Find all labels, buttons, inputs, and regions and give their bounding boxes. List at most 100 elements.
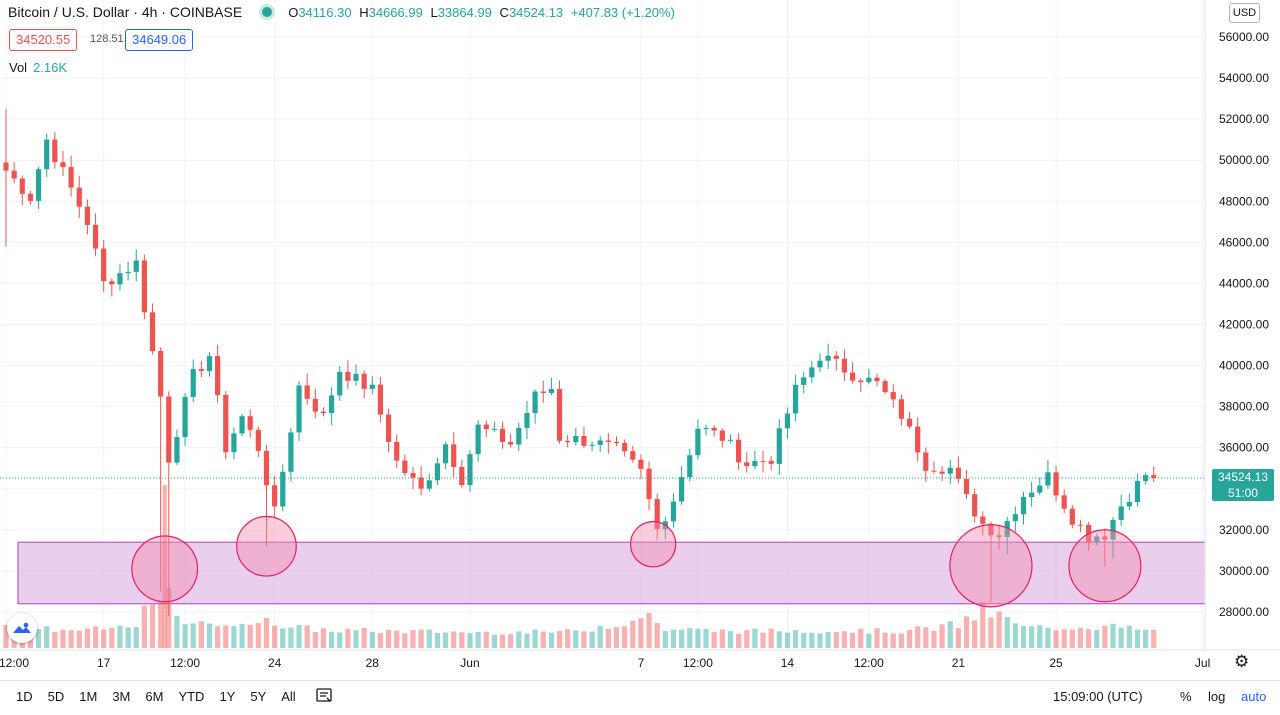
volume-bar [158,602,164,648]
currency-button[interactable]: USD [1229,3,1260,23]
symbol-title[interactable]: Bitcoin / U.S. Dollar · 4h · COINBASE [8,4,243,20]
sell-price-button[interactable]: 34520.55 [9,29,78,51]
price-tick-label: 48000.00 [1219,194,1269,208]
clock-display[interactable]: 15:09:00 (UTC) [1053,689,1143,704]
buy-price-button[interactable]: 34649.06 [125,29,194,51]
candle-body [890,392,896,400]
candle-body [247,416,253,430]
range-5y[interactable]: 5Y [250,689,267,704]
price-tick-label: 38000.00 [1219,400,1269,414]
candle-body [1004,521,1010,538]
price-axis[interactable]: 28000.0030000.0032000.0034000.0036000.00… [1204,0,1269,650]
auto-scale-toggle[interactable]: auto [1241,689,1267,704]
candle-body [385,414,392,442]
candle-body [809,367,815,378]
time-tick-label: 12:00 [170,656,200,670]
volume-bar [508,634,514,648]
candle-body [776,428,782,464]
tradingview-logo-icon[interactable] [7,613,37,643]
volume-bar [1004,617,1010,648]
candle-body [288,432,294,472]
price-tick-label: 54000.00 [1219,71,1269,85]
candle-body [963,478,970,495]
volume-bar [162,485,167,648]
volume-bar [1134,629,1141,648]
candle-body [418,477,424,489]
candle-body [84,206,90,225]
percent-scale-toggle[interactable]: % [1180,689,1192,704]
candle-body [402,460,408,474]
volume-bar [581,631,587,648]
bottom-toolbar: 1D 5D 1M 3M 6M YTD 1Y 5Y All 15:09:00 (U… [0,680,1280,715]
candle-body [369,384,375,389]
candle-body [125,271,131,274]
volume-bar [1069,629,1075,648]
time-tick-label: Jun [460,656,479,670]
candle-body [573,436,579,443]
candle-body [1094,536,1100,542]
volume-bar [947,621,953,648]
range-1d[interactable]: 1D [16,689,33,704]
time-axis[interactable]: 12:00 17 12:00 24 28 Jun 7 12:00 14 12:00 21 25 Jul [0,649,1280,670]
volume-bar [540,631,546,648]
volume-bar [174,615,180,648]
candle-body [646,468,652,500]
volume-bar [1077,628,1084,648]
range-all[interactable]: All [281,689,296,704]
date-range-selector: 1D 5D 1M 3M 6M YTD 1Y 5Y All [16,689,311,704]
change-value: +407.83 (+1.20%) [570,4,675,20]
volume-bar [524,633,530,648]
time-tick-label: 14 [781,656,795,670]
volume-bar [923,627,929,648]
candle-body [76,187,82,207]
volume-bar [719,629,725,648]
candle-body [52,139,58,163]
candle-body [589,444,595,446]
volume-bar [60,629,66,648]
highlight-circles [131,515,1142,608]
candle-body [141,260,147,313]
candle-body [882,381,888,393]
compare-icon[interactable] [316,687,334,707]
candle-body [760,460,766,462]
volume-bar [874,628,880,648]
candle-body [263,450,270,486]
range-1y[interactable]: 1Y [219,689,236,704]
range-6m[interactable]: 6M [145,689,164,704]
candle-body [27,193,34,201]
volume-bar [613,627,620,648]
volume-bars [3,485,1157,648]
candle-body [451,444,457,467]
range-1m[interactable]: 1M [79,689,98,704]
volume-bar [1037,625,1043,648]
candle-body [703,427,709,429]
candle-body [516,427,522,445]
candle-body [149,312,156,352]
volume-bar [442,632,449,648]
volume-bar [825,631,831,648]
volume-bar [996,611,1002,648]
candle-body [906,418,913,427]
volume-label[interactable]: Vol [9,60,28,75]
range-3m[interactable]: 3M [112,689,131,704]
candle-body [426,480,432,489]
candle-body [239,416,245,434]
candle-body [11,170,17,179]
volume-bar [1110,623,1116,648]
volume-bar [1020,626,1027,648]
range-ytd[interactable]: YTD [178,689,205,704]
candle-body [117,273,123,285]
volume-bar [190,623,196,648]
volume-bar [890,633,896,648]
candle-body [3,162,9,171]
range-5d[interactable]: 5D [47,689,65,704]
candle-body [499,428,506,443]
volume-bar [149,604,156,648]
candle-body [1061,495,1067,509]
volume-bar [223,625,229,648]
volume-bar [963,616,970,648]
log-scale-toggle[interactable]: log [1208,689,1226,704]
price-chart[interactable]: 28000.0030000.0032000.0034000.0036000.00… [0,0,1280,680]
gear-icon[interactable]: ⚙ [1234,652,1250,671]
candle-body [491,428,497,430]
